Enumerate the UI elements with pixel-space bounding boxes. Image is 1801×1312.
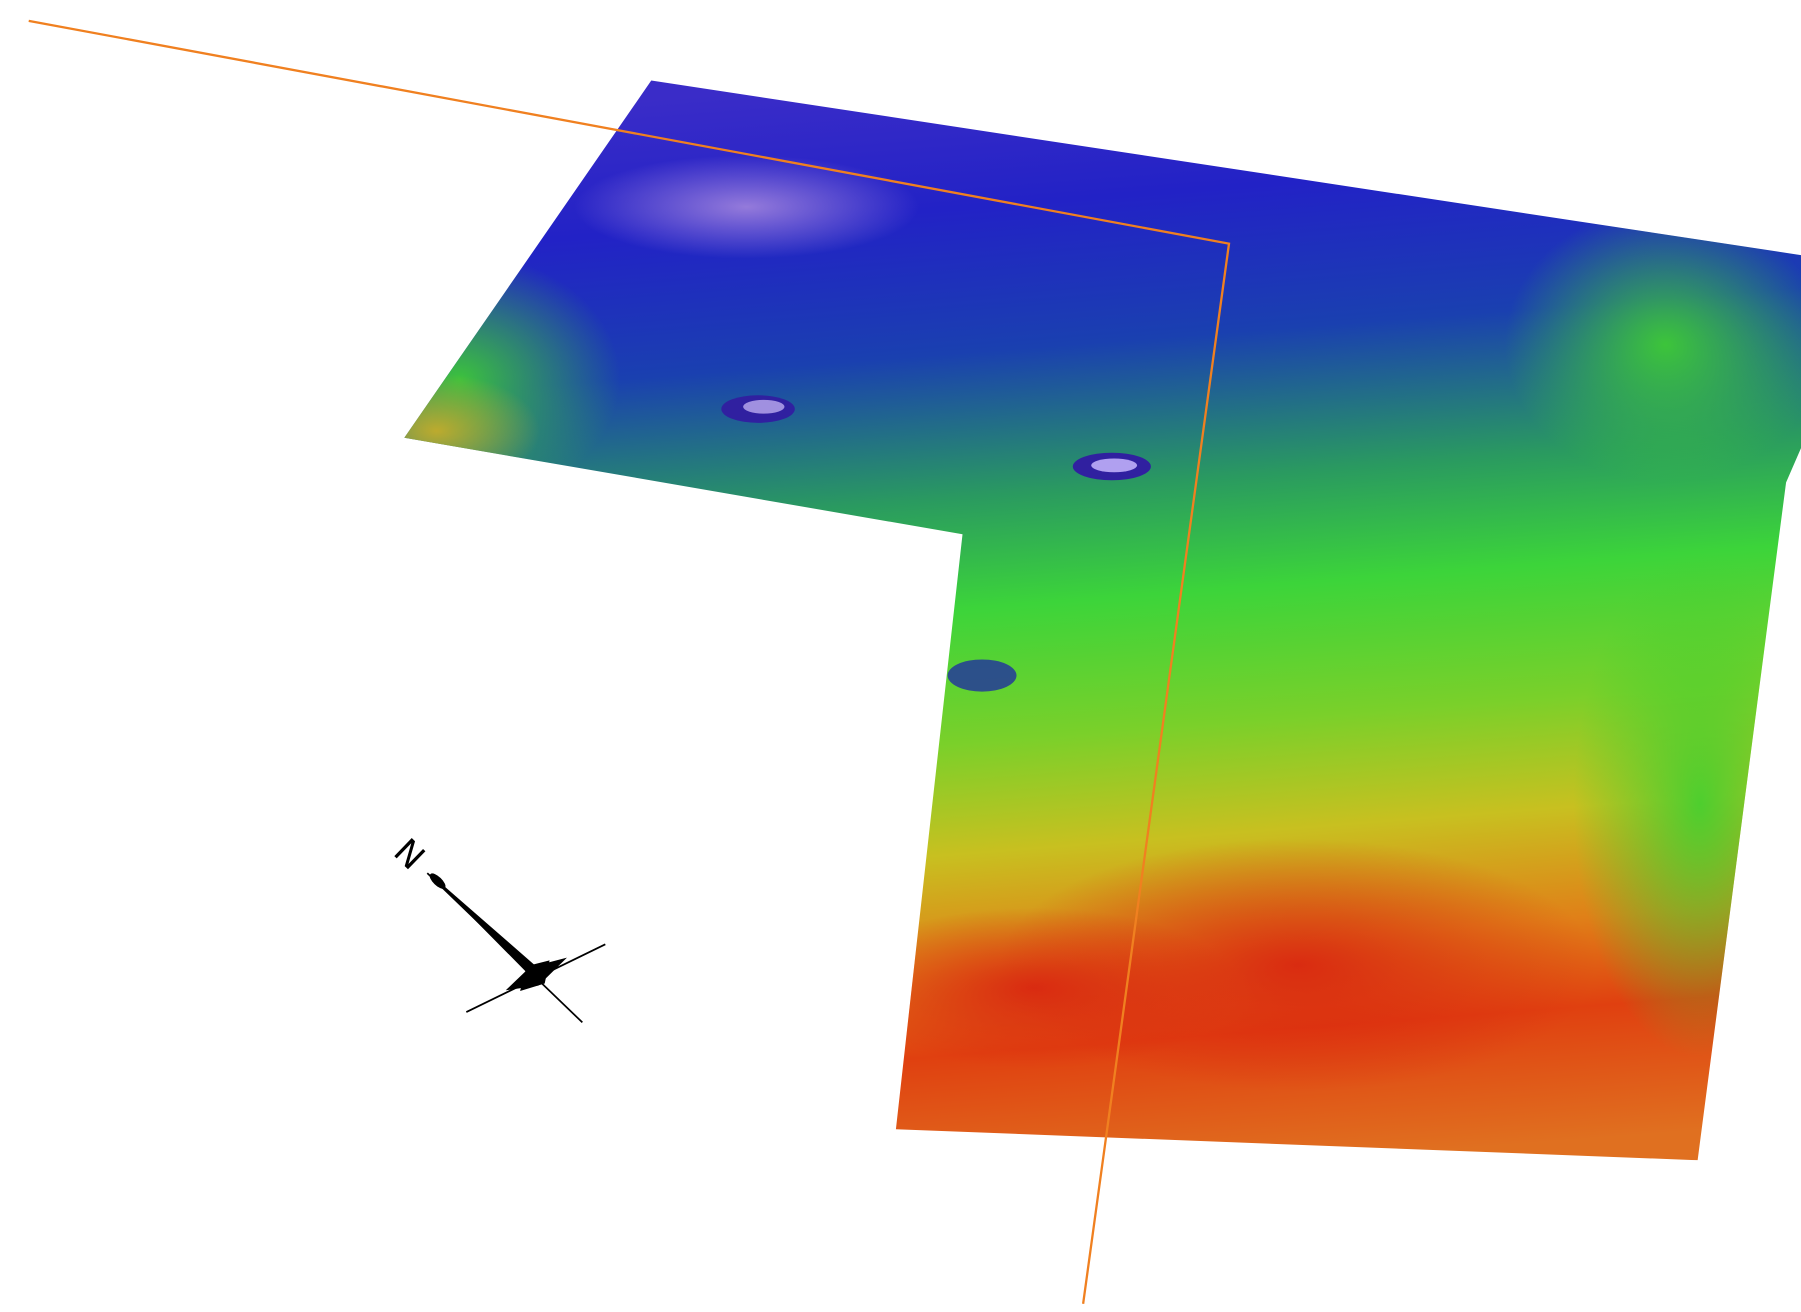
depression xyxy=(947,659,1017,692)
compass-point xyxy=(440,883,541,981)
compass-label: N xyxy=(386,831,432,878)
depression xyxy=(743,399,785,414)
depression xyxy=(1091,458,1138,473)
bathymetry-surface xyxy=(404,80,1801,1161)
compass-point xyxy=(505,957,567,991)
shoal xyxy=(404,373,540,489)
survey-line xyxy=(28,19,1231,1304)
shoal xyxy=(1504,206,1801,483)
deep-area xyxy=(826,907,1241,1069)
compass-rose xyxy=(426,872,606,1024)
compass-tip xyxy=(429,873,446,889)
ridge xyxy=(574,155,919,259)
